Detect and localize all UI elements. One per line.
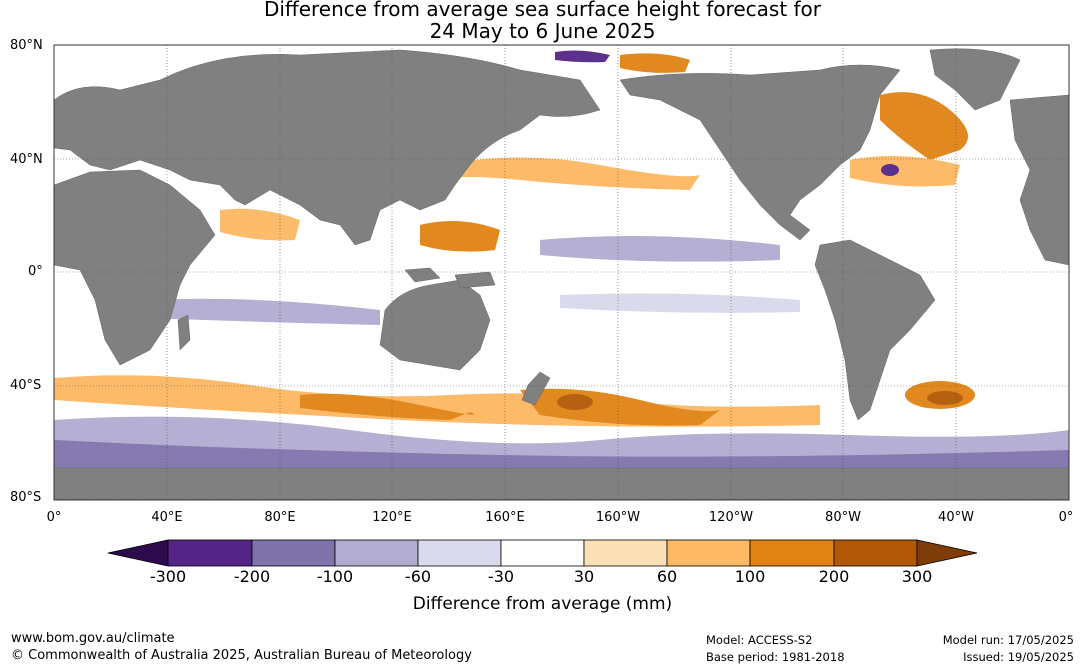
- colorbar-tick-label: 200: [818, 567, 850, 586]
- colorbar-tick-label: -300: [149, 567, 187, 586]
- lon-label-40w: 40°W: [938, 510, 974, 525]
- southern-strong-negative-band: [54, 440, 1069, 470]
- colorbar-segment: [334, 539, 419, 567]
- colorbar-title: Difference from average (mm): [412, 594, 673, 614]
- borneo: [404, 267, 441, 283]
- colorbar-segment: [833, 539, 918, 567]
- lon-label-40e: 40°E: [151, 510, 183, 525]
- colorbar-segment: [251, 539, 336, 567]
- lat-label-equator: 0°: [28, 264, 43, 279]
- map-title-line1: Difference from average sea surface heig…: [263, 0, 822, 21]
- lon-label-80e: 80°E: [264, 510, 296, 525]
- west-pacific-positive: [420, 221, 500, 252]
- colorbar-segment: [583, 539, 668, 567]
- map-title-line2: 24 May to 6 June 2025: [429, 19, 656, 43]
- colorbar-min-arrow: [107, 539, 169, 567]
- colorbar-tick-label: -30: [487, 567, 515, 586]
- south-atlantic-max: [927, 391, 963, 405]
- australia: [379, 279, 491, 371]
- south-pacific-negative: [560, 293, 800, 313]
- arctic-positive: [620, 53, 690, 73]
- south-pacific-max: [557, 394, 593, 410]
- anomaly-field: [54, 50, 1069, 470]
- footer-url[interactable]: www.bom.gov.au/climate: [11, 631, 175, 646]
- lon-label-120w: 120°W: [708, 510, 754, 525]
- colorbar: [107, 539, 978, 567]
- lon-label-0-right: 0°: [1058, 510, 1074, 525]
- indian-ocean-negative: [150, 298, 380, 325]
- madagascar: [177, 314, 191, 351]
- gulf-stream-positive: [850, 156, 960, 187]
- colorbar-tick-label: -200: [233, 567, 271, 586]
- colorbar-segment: [749, 539, 835, 567]
- gulf-stream-negative: [881, 164, 899, 176]
- antarctica: [53, 467, 1070, 501]
- lat-label-40s: 40°S: [10, 378, 42, 393]
- north-america: [619, 64, 901, 241]
- lon-label-160e: 160°E: [485, 510, 525, 525]
- africa: [53, 169, 216, 366]
- colorbar-segment: [666, 539, 751, 567]
- land-masses: [53, 48, 1070, 501]
- tropical-pacific-negative: [540, 236, 780, 262]
- footer-base-period: Base period: 1981-2018: [706, 650, 845, 664]
- new-guinea: [454, 271, 496, 289]
- footer-model-run: Model run: 17/05/2025: [942, 633, 1074, 647]
- new-zealand: [521, 371, 551, 406]
- lon-label-0-left: 0°: [46, 510, 62, 525]
- lat-label-80n: 80°N: [10, 38, 43, 53]
- labrador-positive: [880, 92, 968, 160]
- colorbar-tick-label: 300: [901, 567, 933, 586]
- lon-label-80w: 80°W: [825, 510, 861, 525]
- colorbar-tick-label: 30: [573, 567, 595, 586]
- colorbar-segment: [417, 539, 502, 567]
- footer-copyright: © Commonwealth of Australia 2025, Austra…: [11, 648, 472, 663]
- eurasia: [53, 49, 601, 246]
- lon-label-120e: 120°E: [372, 510, 412, 525]
- footer-issued: Issued: 19/05/2025: [963, 650, 1074, 664]
- colorbar-tick-label: -100: [316, 567, 354, 586]
- lat-label-80s: 80°S: [10, 490, 42, 505]
- colorbar-tick-label: 60: [656, 567, 678, 586]
- colorbar-tick-label: 100: [734, 567, 766, 586]
- south-indian-positive-core: [300, 393, 475, 420]
- colorbar-segment: [500, 539, 585, 567]
- lat-label-40n: 40°N: [10, 152, 43, 167]
- arctic-negative: [555, 50, 610, 63]
- colorbar-tick-label: -60: [404, 567, 432, 586]
- greenland: [929, 48, 1021, 111]
- footer-model: Model: ACCESS-S2: [706, 633, 813, 647]
- lon-label-160w: 160°W: [595, 510, 641, 525]
- colorbar-segment: [167, 539, 253, 567]
- south-america: [814, 239, 936, 421]
- colorbar-max-arrow: [916, 539, 978, 567]
- map-frame: [53, 44, 1070, 501]
